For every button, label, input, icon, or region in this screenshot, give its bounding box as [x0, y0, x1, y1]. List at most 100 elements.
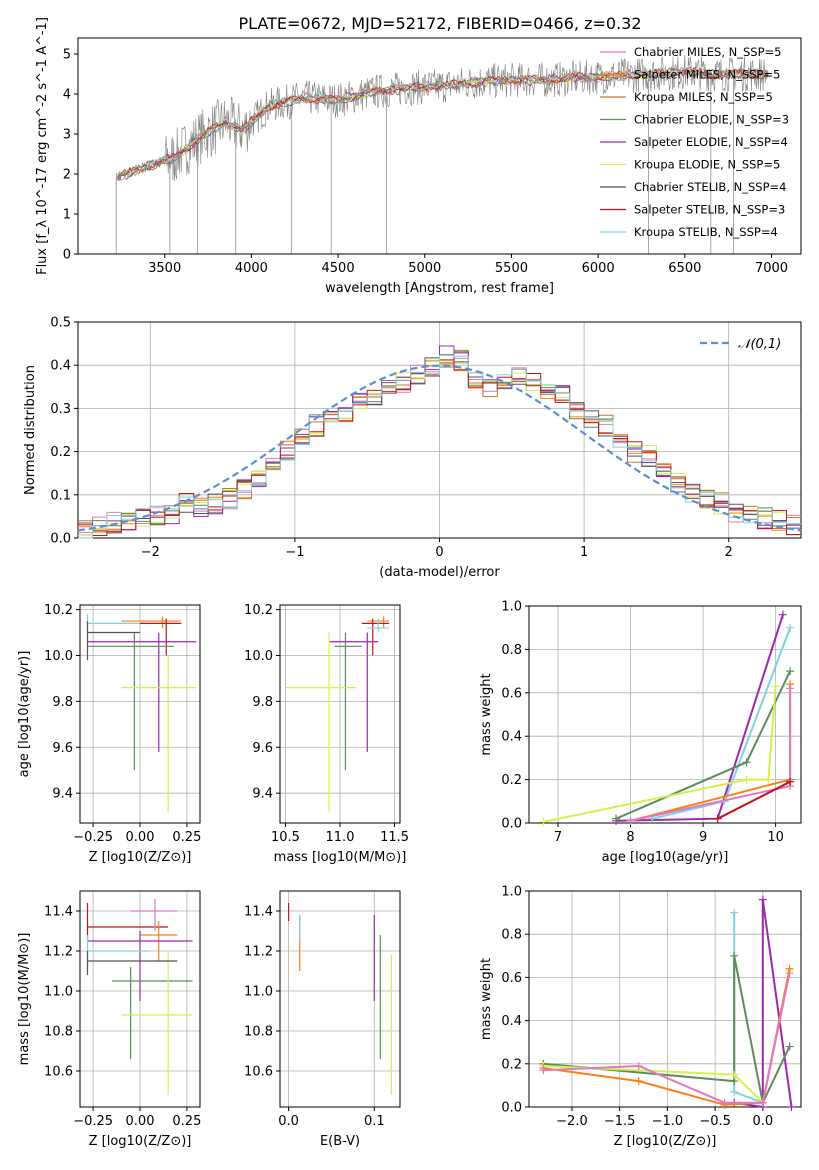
y-tick-label: 11.2 — [244, 945, 273, 960]
x-tick-label: 0.0 — [752, 1114, 773, 1129]
mass-weight-series-line — [734, 899, 793, 1109]
y-tick-label: 9.6 — [252, 741, 273, 756]
y-tick-label: 10.8 — [44, 1025, 73, 1040]
x-tick-label: −1.0 — [652, 1114, 684, 1129]
legend-entry: Kroupa ELODIE, N_SSP=5 — [634, 158, 780, 172]
x-tick-label: 10 — [767, 830, 784, 845]
mass-weight-marker — [626, 816, 635, 825]
y-tick-label: 9.8 — [252, 695, 273, 710]
mass-weight-marker — [539, 817, 548, 826]
y-tick-label: 1.0 — [501, 600, 522, 615]
y-tick-label: 4 — [63, 88, 71, 103]
residual-histogram-step — [78, 354, 801, 539]
y-tick-label: 10.2 — [44, 603, 73, 618]
x-axis-label: (data-model)/error — [379, 565, 500, 580]
y-tick-label: 0.0 — [501, 817, 522, 832]
mass-weight-series-line — [543, 970, 791, 1105]
mass-weight-series-line — [543, 955, 791, 1106]
y-tick-label: 9.6 — [52, 741, 73, 756]
mass-weight-marker — [758, 895, 767, 904]
x-tick-label: 3500 — [148, 261, 181, 276]
age-vs-mass-panel: 10.5 11.0 11.5 9.4 9.6 9.8 10.0 10.2 mass [log10… — [244, 603, 409, 865]
x-tick-label: 9 — [699, 830, 707, 845]
y-tick-label: 0.1 — [50, 488, 71, 503]
x-tick-label: 1 — [580, 545, 588, 560]
x-tick-label: 6500 — [668, 261, 701, 276]
y-tick-label: 10.0 — [44, 649, 73, 664]
mass-weight-marker — [758, 1098, 767, 1107]
mass-weight-marker — [786, 623, 795, 632]
y-tick-label: 5 — [63, 48, 71, 63]
y-axis-label: age [log10(age/yr)] — [17, 651, 32, 778]
legend-entry: Salpeter ELODIE, N_SSP=4 — [634, 135, 788, 149]
x-tick-label: 4000 — [235, 261, 268, 276]
x-axis-label: Z [log10(Z/Z⊙)] — [614, 1134, 717, 1149]
y-tick-label: 10.6 — [244, 1065, 273, 1080]
y-axis-label: Flux [f_λ 10^-17 erg cm^-2 s^-1 A^-1] — [35, 17, 50, 275]
mass-weight-series-line — [543, 686, 777, 823]
model-fit-line — [117, 67, 769, 181]
x-tick-label: 2 — [725, 545, 733, 560]
legend-entry: Chabrier STELIB, N_SSP=4 — [634, 180, 786, 194]
age-vs-metallicity-panel: −0.25 0.00 0.25 9.4 9.6 9.8 10.0 10.2 Z [log10(Z… — [17, 603, 201, 865]
x-tick-label: −0.25 — [73, 830, 113, 845]
x-tick-label: 0.25 — [172, 1114, 201, 1129]
y-tick-label: 0.2 — [50, 445, 71, 460]
legend-entry: Chabrier ELODIE, N_SSP=3 — [634, 113, 789, 127]
mass-weight-marker — [539, 1066, 548, 1075]
y-tick-label: 0.0 — [50, 532, 71, 547]
y-tick-label: 0.5 — [50, 316, 71, 331]
y-tick-label: 0.4 — [501, 1014, 522, 1029]
mass-weight-marker — [764, 775, 773, 784]
mass-weight-marker — [730, 908, 739, 917]
gaussian-reference-curve — [77, 364, 802, 532]
mass-weight-vs-age-panel: 7 8 9 10 0.0 0.2 0.4 0.6 0.8 1.0 age [log10(age/yr… — [479, 600, 802, 865]
y-tick-label: 11.0 — [44, 985, 73, 1000]
y-tick-label: 0.3 — [50, 402, 71, 417]
mass-vs-ebv-panel: 0.0 0.1 10.6 10.8 11.0 11.2 11.4 E(B-V) — [244, 890, 401, 1149]
mass-weight-marker — [612, 814, 621, 823]
y-tick-label: 10.2 — [244, 603, 273, 618]
mass-weight-marker — [634, 1061, 643, 1070]
mass-weight-marker — [730, 951, 739, 960]
mass-weight-series-line — [543, 972, 791, 1104]
mass-weight-marker — [785, 969, 794, 978]
mass-weight-marker — [634, 1077, 643, 1086]
x-tick-label: −1 — [285, 545, 304, 560]
model-fit-line — [117, 67, 769, 181]
axes-frame — [528, 890, 802, 1108]
mass-weight-series-line — [630, 684, 792, 822]
mass-weight-marker — [720, 1098, 729, 1107]
x-tick-label: −1.5 — [604, 1114, 636, 1129]
y-tick-label: 10.8 — [244, 1025, 273, 1040]
x-axis-label: age [log10(age/yr)] — [602, 850, 729, 865]
mass-weight-marker — [742, 775, 751, 784]
legend-entry: Chabrier MILES, N_SSP=5 — [634, 45, 781, 59]
mass-weight-marker — [771, 682, 780, 691]
x-tick-label: 11.5 — [380, 830, 409, 845]
mass-weight-marker — [786, 684, 795, 693]
mass-weight-marker — [787, 1103, 796, 1111]
y-tick-label: 0.6 — [501, 686, 522, 701]
y-tick-label: 0.6 — [501, 971, 522, 986]
x-tick-label: 0.1 — [364, 1114, 385, 1129]
y-tick-label: 11.4 — [44, 905, 73, 920]
y-tick-label: 0 — [63, 248, 71, 263]
x-tick-label: 10.5 — [271, 830, 300, 845]
mass-weight-series-line — [717, 780, 791, 820]
model-fit-line — [117, 66, 769, 176]
x-axis-label: mass [log10(M/M⊙)] — [274, 850, 407, 865]
legend-entry: Kroupa MILES, N_SSP=5 — [634, 90, 773, 104]
mass-weight-marker — [778, 610, 787, 619]
y-tick-label: 1 — [63, 208, 71, 223]
x-tick-label: 11.0 — [326, 830, 355, 845]
x-tick-label: 8 — [626, 830, 634, 845]
mass-weight-marker — [786, 667, 795, 676]
y-tick-label: 11.4 — [244, 905, 273, 920]
y-tick-label: 0.4 — [501, 730, 522, 745]
x-tick-label: 0.00 — [126, 1114, 155, 1129]
y-axis-label: mass [log10(M/M⊙)] — [17, 933, 32, 1066]
x-tick-label: 5000 — [408, 261, 441, 276]
axes-frame — [279, 890, 401, 1108]
x-tick-label: −2.0 — [556, 1114, 588, 1129]
